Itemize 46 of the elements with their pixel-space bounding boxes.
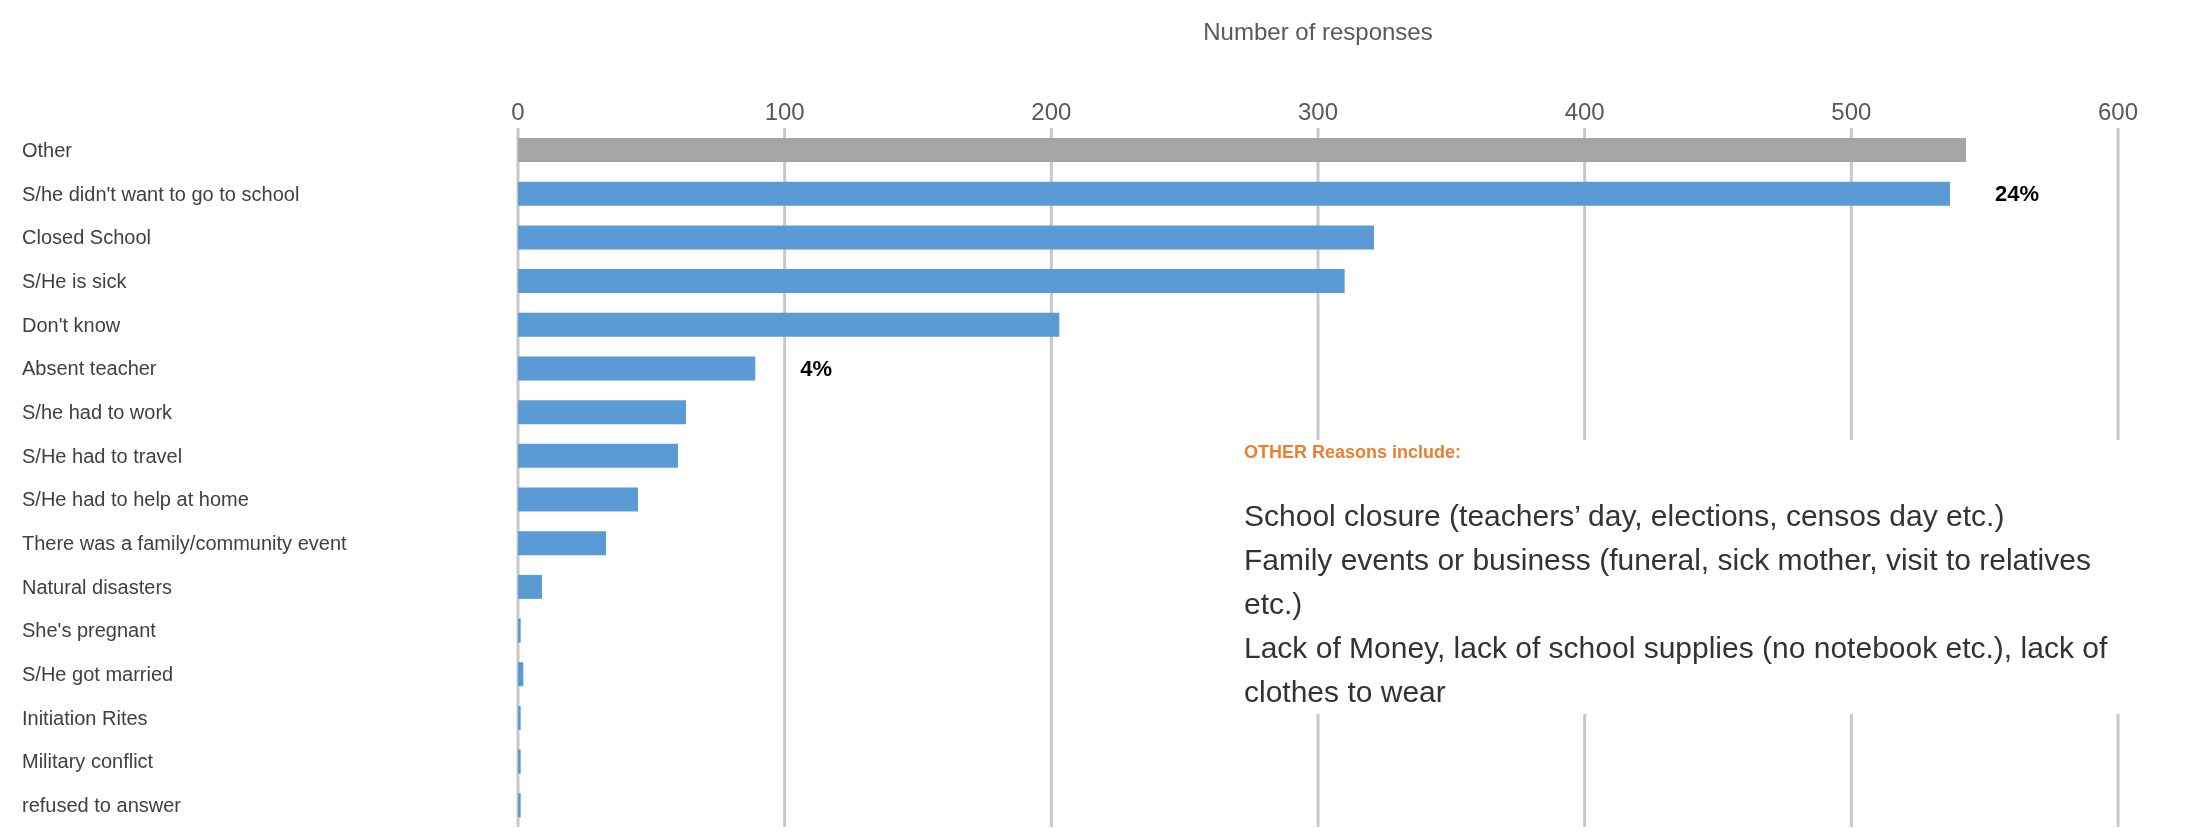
y-tick-label: S/He had to help at home — [22, 488, 249, 511]
y-tick-label: Don't know — [22, 313, 121, 336]
x-tick-label: 600 — [2097, 98, 2139, 125]
y-tick-label: Closed School — [22, 226, 151, 249]
bar — [518, 443, 678, 468]
bar — [518, 705, 521, 730]
bar — [518, 138, 1966, 162]
bar — [518, 749, 521, 774]
bar — [518, 400, 686, 425]
x-tick-label: 0 — [511, 98, 525, 125]
y-tick-label: Military conflict — [22, 750, 154, 773]
y-tick-label: Absent teacher — [22, 357, 157, 380]
annotation: 4% — [800, 356, 833, 382]
bar — [518, 225, 1374, 250]
y-tick-label: Other — [22, 138, 73, 161]
bar — [518, 618, 521, 643]
y-tick-label: S/He got married — [22, 663, 174, 686]
y-tick-label: S/he didn't want to go to school — [22, 182, 300, 205]
annotation: OTHER Reasons include: — [1244, 441, 1463, 464]
y-tick-label: Initiation Rites — [22, 706, 148, 729]
annotation: Family events or business (funeral, sick mother, visit to relatives etc.) — [1244, 542, 2092, 622]
bar — [518, 574, 542, 599]
bar — [518, 312, 1060, 337]
bar — [518, 662, 524, 687]
y-tick-label: S/He had to travel — [22, 444, 183, 467]
annotation: School closure (teachers’ day, elections, censos day etc.) — [1244, 498, 2006, 534]
y-tick-label: She's pregnant — [22, 619, 157, 642]
y-tick-label: Natural disasters — [22, 575, 173, 598]
bar — [518, 356, 756, 381]
bar — [518, 531, 606, 556]
x-tick-label: 500 — [1831, 98, 1872, 125]
x-tick-label: 300 — [1297, 98, 1339, 125]
bar — [518, 793, 521, 818]
bar — [518, 269, 1345, 294]
bar — [518, 181, 1950, 206]
x-tick-label: 200 — [1031, 98, 1072, 125]
annotation: Lack of Money, lack of school supplies (no notebook etc.), lack of clothes to wear — [1244, 630, 2109, 710]
y-tick-label: There was a family/community event — [22, 532, 347, 555]
y-tick-label: S/he had to work — [22, 400, 174, 423]
y-tick-label: S/He is sick — [22, 269, 128, 292]
x-tick-label: 400 — [1564, 98, 1605, 125]
y-tick-label: refused to answer — [22, 794, 182, 817]
x-axis-title: Number of responses — [1203, 18, 1433, 46]
annotation: 24% — [1995, 181, 2040, 207]
x-tick-label: 100 — [764, 98, 805, 125]
bar — [518, 487, 638, 512]
